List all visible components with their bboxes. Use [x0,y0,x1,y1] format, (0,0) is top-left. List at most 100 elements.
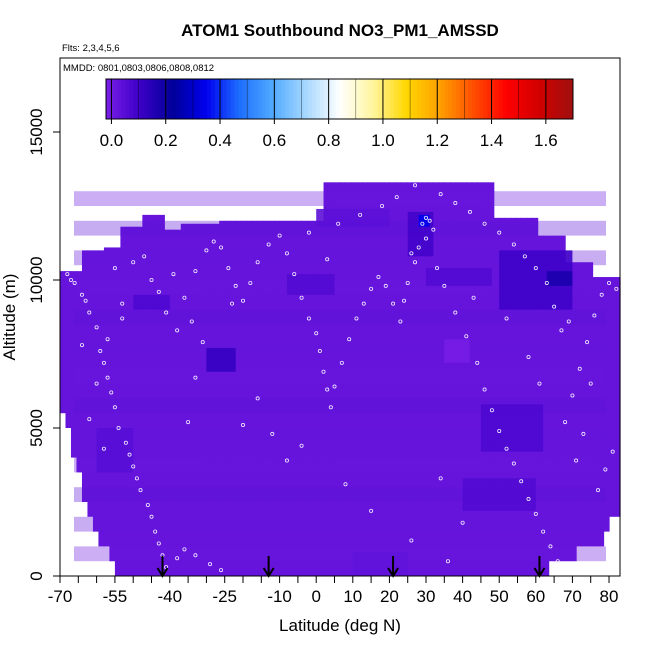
colorbar-segment [211,79,216,119]
heatmap-column [147,214,154,576]
sample-point [83,298,88,303]
colorbar-segment [183,79,189,119]
colorbar-segment [273,79,278,119]
heatmap-column [290,220,297,577]
colorbar-segment [549,79,555,119]
heatmap-field [60,182,621,577]
colorbar-segment [141,79,146,119]
sample-point [566,319,571,324]
heatmap-band [74,220,606,236]
sample-point [186,420,191,425]
colorbar-segment [222,79,228,119]
colorbar-segment [390,79,395,119]
sample-point [204,248,209,253]
colorbar-segment [207,79,212,119]
sample-point [522,254,527,259]
heatmap-column [570,262,577,562]
sample-point [592,313,597,318]
y-tick-label: 10000 [27,256,46,303]
x-tick-label: 10 [343,587,362,606]
heatmap-column [340,182,347,576]
colorbar-segment [187,79,193,119]
sample-point [548,544,553,549]
sample-point [424,236,429,241]
colorbar-segment [425,79,430,119]
heatmap-column [153,214,160,576]
y-axis-label: Altitude (m) [0,274,19,361]
sample-point [467,209,472,214]
heatmap-column [169,229,176,576]
heatmap-column [367,182,374,576]
colorbar-segment [565,79,570,119]
colorbar-segment [277,79,282,119]
heatmap-column [120,226,127,576]
sample-point [603,467,608,472]
x-axis-label: Latitude (deg N) [279,616,401,635]
colorbar-segment [526,79,531,119]
sample-point [570,393,575,398]
colorbar-segment [152,79,158,119]
heatmap-column [477,182,484,576]
sample-point [317,349,322,354]
colorbar-segment [506,79,512,119]
colorbar: 0.0 0.2 0.4 0.6 0.8 1.0 1.2 1.4 1.6 [100,78,574,150]
sample-point [105,375,110,380]
heatmap-band [74,546,606,562]
sample-point [241,423,246,428]
heatmap-column [598,277,605,547]
colorbar-segment [347,79,352,119]
heatmap-column [394,182,401,576]
colorbar-segment [323,79,329,119]
colorbar-segment [164,79,169,119]
sample-point [398,319,403,324]
sample-point [332,384,337,389]
colorbar-segment [358,79,364,119]
colorbar-segment [242,79,247,119]
x-tick-label: -55 [103,587,128,606]
sample-point [149,514,154,519]
colorbar-segment [502,79,508,119]
sample-point [87,310,92,315]
sample-point [380,203,385,208]
sample-point [563,420,568,425]
colorbar-segment [234,79,239,119]
sample-point [420,221,425,226]
sample-point [134,476,139,481]
colorbar-segment [261,79,267,119]
colorbar-segment [335,79,340,119]
sample-point [339,360,344,365]
heatmap-column [224,220,231,577]
sample-point [427,218,432,223]
colorbar-segment [537,79,543,119]
sample-point [219,568,224,573]
sample-point [79,292,84,297]
colorbar-segment [553,79,558,119]
sample-point [200,340,205,345]
colorbar-tick-label: 1.6 [534,131,558,150]
heatmap-band [74,457,606,473]
sample-point [226,266,231,271]
heatmap-column [131,226,138,576]
colorbar-segment [397,79,403,119]
heatmap-column [609,277,616,517]
colorbar-segment [436,79,442,119]
colorbar-segment [475,79,481,119]
x-tick-label: -10 [267,587,292,606]
heatmap-patch [418,214,430,227]
heatmap-column [219,220,226,577]
colorbar-segment [148,79,154,119]
sample-point [101,446,106,451]
heatmap-column [565,262,572,562]
colorbar-segment [479,79,484,119]
sample-point [369,508,374,513]
colorbar-segment [121,79,126,119]
sample-point [266,242,271,247]
sample-point [497,230,502,235]
heatmap-column [323,182,330,576]
colorbar-segment [195,79,200,119]
heatmap-column [235,220,242,577]
heatmap-column [389,182,396,576]
colorbar-segment [218,79,224,119]
sample-point [464,334,469,339]
heatmap-band [74,191,606,206]
